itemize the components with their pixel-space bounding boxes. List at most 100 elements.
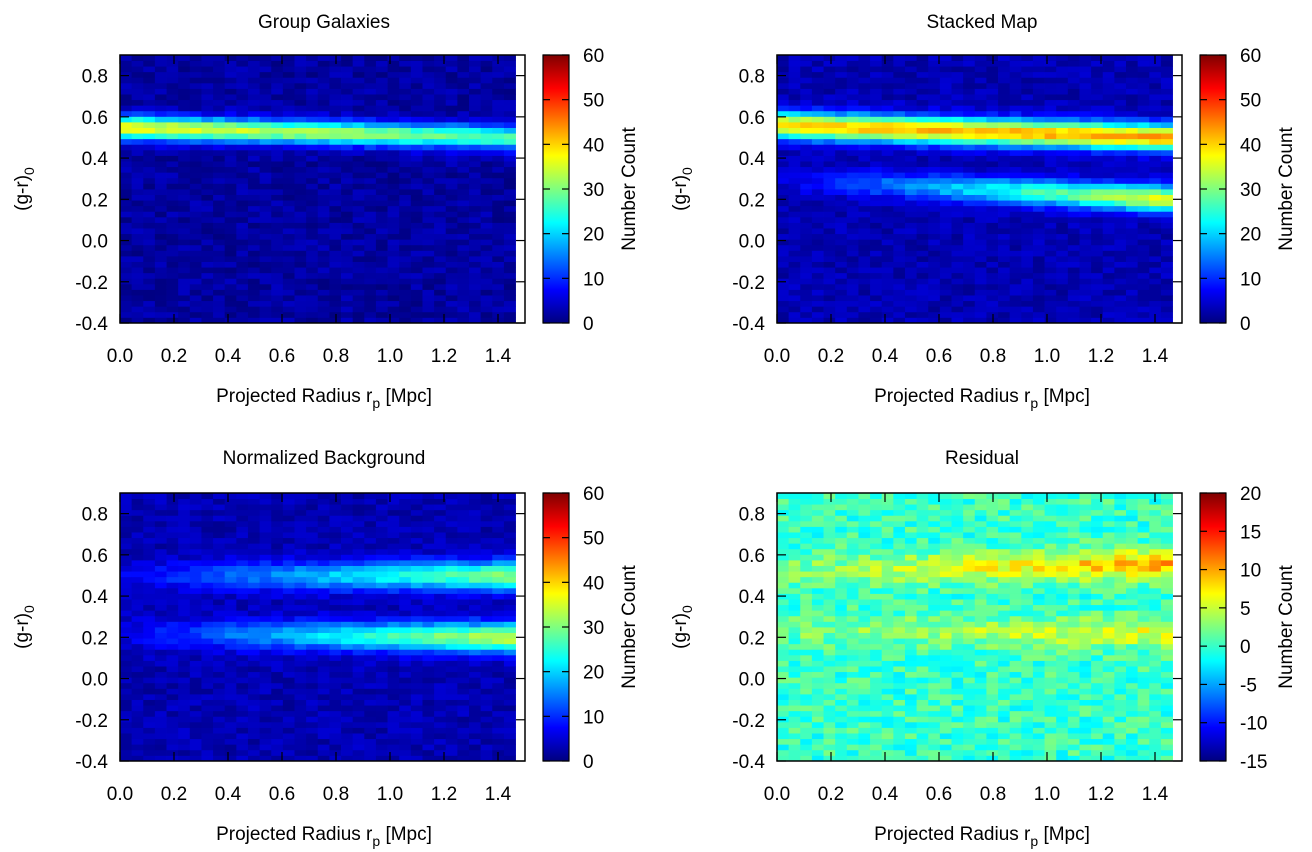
heatmap-cell [317,515,330,522]
heatmap-cell [364,99,377,106]
heatmap-cell [154,610,167,617]
heatmap-cell [375,526,388,533]
heatmap-cell [457,576,470,583]
heatmap-cell [893,256,906,262]
heatmap-cell [375,94,388,101]
heatmap-cell [189,716,202,723]
heatmap-cell [811,261,824,268]
heatmap-cell [166,593,179,600]
heatmap-cell [294,705,307,712]
heatmap-cell [434,133,447,140]
heatmap-cell [120,94,133,101]
heatmap-cell [131,239,144,246]
heatmap-cell [963,99,976,106]
heatmap-cell [178,571,191,578]
heatmap-cell [201,493,214,499]
heatmap-cell [201,738,214,745]
heatmap-cell [213,77,226,84]
heatmap-cell [480,560,493,566]
heatmap-cell [835,295,848,302]
heatmap-cell [247,671,260,678]
heatmap-cell [422,744,435,751]
heatmap-cell [329,71,342,78]
heatmap-cell [951,244,964,251]
heatmap-cell [306,537,319,544]
heatmap-cell [974,144,987,151]
heatmap-cell [1044,127,1057,134]
heatmap-cell [1032,216,1045,223]
heatmap-cell [469,122,482,128]
heatmap-cell [375,509,388,516]
heatmap-cell [375,576,388,583]
heatmap-cell [271,537,284,544]
heatmap-cell [399,721,412,728]
heatmap-cell [294,666,307,673]
heatmap-cell [387,727,400,734]
heatmap-cell [1079,244,1092,251]
heatmap-cell [247,643,260,650]
heatmap-cell [928,211,941,218]
heatmap-cell [951,149,964,156]
heatmap-cell [811,228,824,235]
heatmap-cell [503,60,516,67]
heatmap-cell [143,244,156,251]
heatmap-cell [306,699,319,706]
heatmap-cell [166,222,179,229]
heatmap-cell [480,582,493,589]
heatmap-cell [811,122,824,128]
heatmap-cell [154,177,167,184]
heatmap-cell [823,138,836,145]
heatmap-cell [422,99,435,106]
heatmap-cell [201,211,214,218]
heatmap-cell [916,233,929,240]
heatmap-cell [835,278,848,285]
heatmap-cell [294,755,307,762]
heatmap-cell [352,283,365,290]
heatmap-cell [823,183,836,190]
heatmap-cell [858,194,871,201]
heatmap-cell [881,211,894,218]
y-tick-label: -0.2 [75,273,108,294]
heatmap-cell [904,311,917,318]
heatmap-cell [811,183,824,190]
heatmap-cell [1137,88,1150,95]
heatmap-cell [201,189,214,195]
heatmap-cell [457,267,470,274]
heatmap-cell [399,677,412,684]
heatmap-cell [306,643,319,650]
heatmap-cell [236,699,249,706]
heatmap-cell [143,161,156,168]
heatmap-cell [422,278,435,285]
heatmap-cell [1114,283,1127,290]
heatmap-cell [259,66,272,73]
heatmap-cell [986,116,999,123]
heatmap-cell [178,105,191,112]
heatmap-cell [904,133,917,140]
heatmap-cell [1044,311,1057,318]
heatmap-cell [387,166,400,173]
heatmap-cell [870,256,883,262]
heatmap-cell [469,295,482,302]
heatmap-cell [1160,127,1173,134]
heatmap-cell [224,744,237,751]
heatmap-cell [166,133,179,140]
heatmap-cell [213,493,226,499]
heatmap-cell [870,60,883,67]
heatmap-cell [835,205,848,212]
heatmap-cell [410,138,423,145]
heatmap-cell [492,110,505,117]
heatmap-cell [916,189,929,195]
heatmap-cell [1114,99,1127,106]
heatmap-cell [213,177,226,184]
heatmap-cell [387,122,400,128]
heatmap-cell [1067,317,1080,324]
heatmap-cell [422,677,435,684]
heatmap-cell [306,560,319,566]
heatmap-cell [329,166,342,173]
heatmap-cell [329,738,342,745]
heatmap-cell [375,638,388,645]
heatmap-cell [480,694,493,700]
heatmap-cell [811,272,824,279]
heatmap-cell [352,105,365,112]
heatmap-cell [247,582,260,589]
